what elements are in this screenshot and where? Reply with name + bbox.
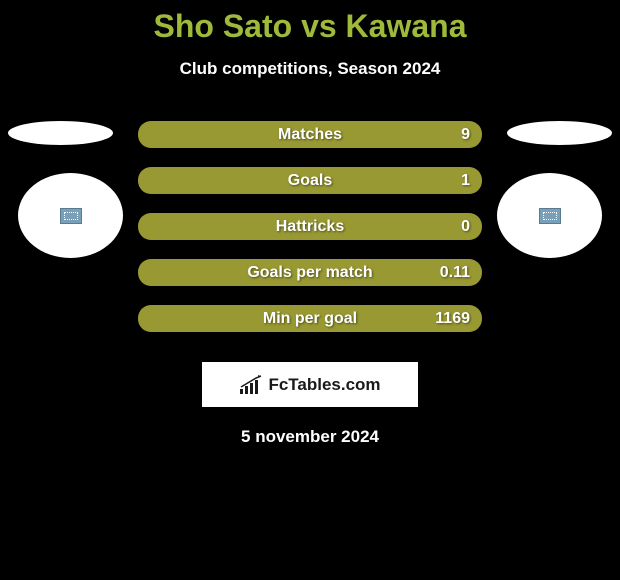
stat-label: Goals	[138, 172, 482, 190]
stat-label: Hattricks	[138, 218, 482, 236]
main-container: Sho Sato vs Kawana Club competitions, Se…	[0, 0, 620, 447]
player-avatar-right	[497, 173, 602, 258]
date-label: 5 november 2024	[0, 427, 620, 447]
image-placeholder-icon	[60, 208, 82, 224]
stat-label: Matches	[138, 126, 482, 144]
player-avatar-left	[18, 173, 123, 258]
stat-label: Min per goal	[138, 310, 482, 328]
chart-icon	[239, 375, 263, 395]
stat-value: 1	[461, 172, 470, 190]
stat-value: 9	[461, 126, 470, 144]
stat-bar-goals-per-match: Goals per match 0.11	[138, 259, 482, 286]
stat-bar-matches: Matches 9	[138, 121, 482, 148]
player-ellipse-left	[8, 121, 113, 145]
logo-box[interactable]: FcTables.com	[202, 362, 418, 407]
player-ellipse-right	[507, 121, 612, 145]
image-placeholder-icon	[539, 208, 561, 224]
page-title: Sho Sato vs Kawana	[0, 8, 620, 45]
stat-label: Goals per match	[138, 264, 482, 282]
stat-value: 0.11	[440, 264, 470, 282]
stats-list: Matches 9 Goals 1 Hattricks 0 Goals per …	[138, 121, 482, 332]
content-area: Matches 9 Goals 1 Hattricks 0 Goals per …	[0, 121, 620, 447]
stat-bar-min-per-goal: Min per goal 1169	[138, 305, 482, 332]
stat-bar-goals: Goals 1	[138, 167, 482, 194]
stat-bar-hattricks: Hattricks 0	[138, 213, 482, 240]
stat-value: 0	[461, 218, 470, 236]
stat-value: 1169	[435, 310, 470, 328]
logo-text: FcTables.com	[268, 375, 380, 395]
page-subtitle: Club competitions, Season 2024	[0, 59, 620, 79]
